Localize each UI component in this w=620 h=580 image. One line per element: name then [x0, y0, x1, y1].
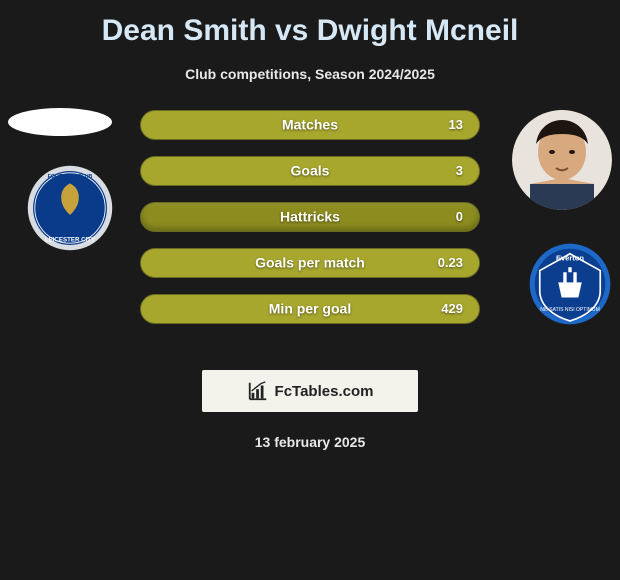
leicester-badge-icon: LEICESTER CITY FOOTBALL CLUB [26, 164, 114, 252]
comparison-card: Dean Smith vs Dwight Mcneil Club competi… [0, 0, 620, 450]
subtitle: Club competitions, Season 2024/2025 [0, 66, 620, 82]
comparison-date: 13 february 2025 [0, 434, 620, 450]
stat-value-right: 0.23 [438, 255, 463, 270]
svg-text:NIL SATIS NISI OPTIMUM: NIL SATIS NISI OPTIMUM [540, 307, 600, 313]
svg-text:Everton: Everton [556, 253, 584, 262]
stat-value-right: 0 [456, 209, 463, 224]
player-right-club-badge: Everton NIL SATIS NISI OPTIMUM [528, 242, 612, 326]
everton-badge-icon: Everton NIL SATIS NISI OPTIMUM [528, 242, 612, 326]
stat-label: Goals [141, 162, 479, 178]
player-left-avatar [8, 108, 112, 136]
branding-banner[interactable]: FcTables.com [202, 370, 418, 412]
stat-row: Min per goal 429 [140, 294, 480, 324]
player-right-portrait-icon [512, 110, 612, 210]
stat-label: Goals per match [141, 254, 479, 270]
page-title: Dean Smith vs Dwight Mcneil [0, 14, 620, 48]
stat-row: Hattricks 0 [140, 202, 480, 232]
stat-row: Matches 13 [140, 110, 480, 140]
svg-text:FOOTBALL CLUB: FOOTBALL CLUB [48, 174, 93, 180]
svg-text:LEICESTER CITY: LEICESTER CITY [45, 236, 95, 243]
stat-label: Min per goal [141, 300, 479, 316]
stat-row: Goals per match 0.23 [140, 248, 480, 278]
stat-label: Matches [141, 116, 479, 132]
stat-value-right: 13 [449, 117, 463, 132]
stat-row: Goals 3 [140, 156, 480, 186]
chart-icon [247, 380, 269, 402]
player-right-avatar [512, 110, 612, 210]
stat-value-right: 3 [456, 163, 463, 178]
player-left-club-badge: LEICESTER CITY FOOTBALL CLUB [26, 164, 114, 252]
stats-stage: LEICESTER CITY FOOTBALL CLUB [0, 110, 620, 370]
stat-value-right: 429 [441, 301, 463, 316]
branding-text: FcTables.com [275, 383, 374, 400]
stat-bars: Matches 13 Goals 3 Hattricks 0 Goals per… [140, 110, 480, 340]
stat-label: Hattricks [141, 208, 479, 224]
